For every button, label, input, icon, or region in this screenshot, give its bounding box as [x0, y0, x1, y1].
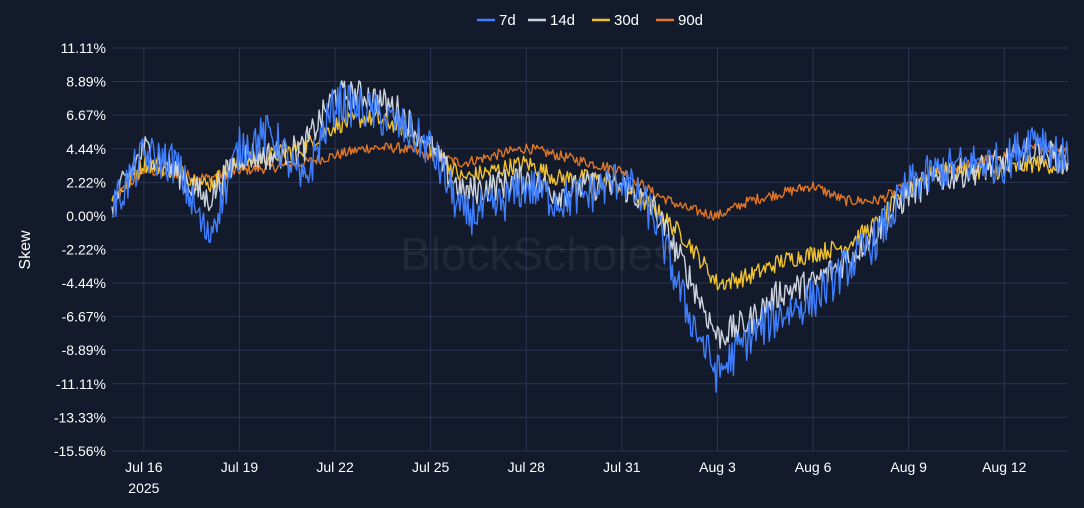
series-line-14d — [111, 80, 1069, 349]
y-tick-label: -6.67% — [62, 309, 106, 325]
y-tick-label: -8.89% — [62, 342, 106, 358]
y-tick-label: -2.22% — [62, 241, 106, 257]
x-tick-label: Aug 6 — [795, 459, 832, 475]
y-axis-ticks: 11.11% 8.89% 6.67% 4.44% 2.22% 0.00% -2.22% -4.… — [54, 40, 106, 459]
legend-label: 90d — [678, 12, 703, 29]
x-axis-ticks: Jul 16 2025 Jul 19 Jul 22 Jul 25 Jul 28 Jul 31… — [125, 459, 1026, 496]
y-tick-label: -11.11% — [56, 376, 106, 392]
y-tick-label: 6.67% — [66, 107, 106, 123]
y-tick-label: 2.22% — [66, 174, 106, 190]
x-tick-label: Jul 19 — [221, 459, 259, 475]
legend-label: 7d — [499, 12, 516, 29]
x-tick-label: Jul 31 — [603, 459, 641, 475]
y-tick-label: 11.11% — [61, 40, 106, 56]
series-line-7d — [111, 83, 1069, 393]
legend-item-14d[interactable]: 14d — [528, 12, 575, 29]
x-tick-year-label: 2025 — [128, 480, 159, 496]
y-tick-label: 8.89% — [66, 74, 106, 90]
x-tick-label: Aug 3 — [699, 459, 736, 475]
x-tick-label: Aug 12 — [982, 459, 1027, 475]
series-lines — [111, 80, 1069, 393]
y-axis-title: Skew — [17, 230, 34, 270]
legend-label: 14d — [550, 12, 575, 29]
legend-item-7d[interactable]: 7d — [477, 12, 516, 29]
y-tick-label: -13.33% — [54, 409, 106, 425]
x-tick-label: Jul 22 — [316, 459, 354, 475]
y-tick-label: 0.00% — [66, 208, 106, 224]
x-tick-label: Aug 9 — [890, 459, 927, 475]
x-tick-label: Jul 28 — [508, 459, 546, 475]
watermark: BlockScholes — [400, 228, 676, 280]
x-tick-label: Jul 16 — [125, 459, 163, 475]
y-tick-label: 4.44% — [66, 141, 106, 157]
legend-item-90d[interactable]: 90d — [656, 12, 703, 29]
y-tick-label: -15.56% — [54, 443, 106, 459]
legend-label: 30d — [614, 12, 639, 29]
grid-lines — [112, 47, 1068, 452]
y-tick-label: -4.44% — [62, 275, 106, 291]
legend: 7d 14d 30d 90d — [477, 12, 703, 29]
legend-item-30d[interactable]: 30d — [592, 12, 639, 29]
x-tick-label: Jul 25 — [412, 459, 450, 475]
